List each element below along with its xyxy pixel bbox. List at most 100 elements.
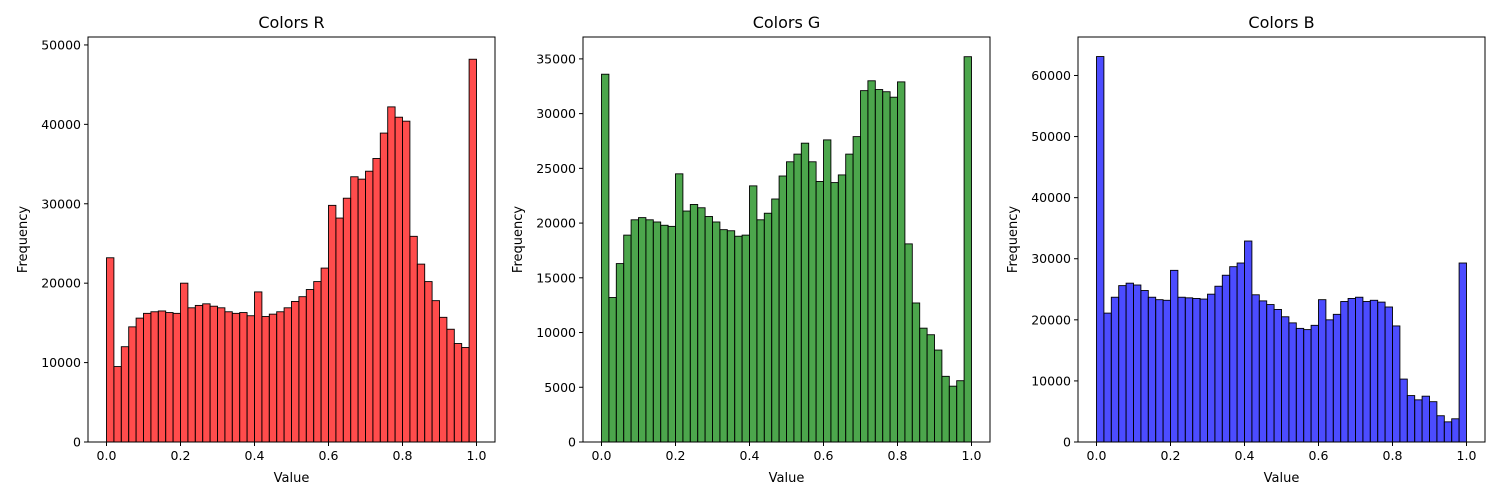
y-tick-label: 0 [1063,435,1071,450]
x-tick-label: 0.2 [666,448,686,463]
histogram-bar [719,229,728,443]
histogram-bar [387,106,396,443]
histogram-bar [1295,327,1305,443]
y-tick-label: 30000 [1031,251,1071,266]
histogram-bar [1406,395,1416,443]
histogram-bar [1310,324,1319,443]
histogram-bar [689,204,699,443]
histogram-bar [741,234,750,443]
histogram-bar [615,263,625,443]
x-tick-label: 0.6 [814,448,834,463]
chart-title: Colors B [1248,13,1314,32]
histogram-bar [1436,415,1445,443]
histogram-bar [150,311,159,443]
x-tick-label: 0.6 [1309,448,1329,463]
histogram-bar [365,170,374,443]
y-tick-label: 0 [73,435,81,450]
histogram-bar [254,291,263,443]
histogram-bar [1384,306,1393,443]
y-tick-label: 40000 [41,117,81,132]
histogram-bar [697,207,706,443]
histogram-bar [379,132,389,443]
histogram-bar [202,303,211,443]
histogram-bar [1103,312,1112,443]
histogram-bar [638,217,647,443]
histogram-bar [645,219,654,443]
histogram-bar [1303,329,1312,443]
x-tick-label: 0.0 [97,448,117,463]
histogram-bar [786,161,795,443]
histogram-bar [823,139,832,443]
histogram-bar [402,120,411,443]
histogram-bar [328,204,337,443]
histogram-bar [180,282,189,443]
histogram-bar [283,307,292,443]
histogram-bar [416,263,426,443]
x-tick-label: 0.2 [1161,448,1181,463]
histogram-bar [712,221,721,443]
histogram-bar [394,116,403,443]
histogram-bar [1273,308,1282,443]
histogram-bar [926,334,935,443]
histogram-bar [120,346,130,443]
histogram-bar [660,224,669,443]
histogram-bar [1458,262,1467,443]
axes-frame [582,36,991,443]
x-tick-label: 1.0 [1457,448,1477,463]
histogram-bar [1325,319,1334,443]
y-tick-label: 30000 [41,196,81,211]
histogram-bar [601,73,610,443]
histogram-bar [630,219,639,443]
histogram-bar [1133,284,1142,443]
histogram-bar [704,216,713,443]
histogram-bar [291,300,300,443]
histogram-bar [187,307,196,443]
histogram-bar [431,300,440,443]
histogram-bar [313,281,322,443]
y-tick-label: 20000 [536,216,576,231]
histogram-bar [897,81,906,443]
histogram-bar [771,198,780,443]
histogram-bar [298,296,307,443]
histogram-bar [1251,294,1260,443]
histogram-bar [350,176,359,443]
histogram-bar [675,173,684,443]
histogram-bar [461,347,470,443]
histogram-bar [1229,266,1238,443]
histogram-bar [793,153,802,443]
histogram-bar [128,326,137,443]
y-tick-label: 10000 [41,355,81,370]
x-tick-label: 0.4 [740,448,760,463]
y-tick-label: 35000 [536,51,576,66]
histogram-bar [919,327,928,443]
histogram-bar [763,212,773,443]
y-axis-label: Frequency [1006,206,1021,273]
histogram-bar [239,312,248,443]
histogram-bar [904,243,913,443]
histogram-bar [1162,299,1171,443]
histogram-bar [1147,296,1157,443]
histogram-bar [335,217,344,443]
histogram-bar [320,267,329,443]
x-axis-label: Value [769,471,805,486]
axes-frame [87,36,496,443]
histogram-bar [1096,56,1105,443]
histogram-bar [1340,301,1349,443]
histogram-bar [837,174,847,443]
histogram-bar [1184,297,1194,443]
histogram-bar [882,91,891,443]
histogram-bar [446,328,455,443]
y-tick-label: 50000 [41,37,81,52]
x-tick-label: 1.0 [467,448,487,463]
histogram-bar [1110,296,1120,443]
histogram-bar [106,257,115,443]
chart-title: Colors G [753,13,821,32]
histogram-bar [1221,274,1231,443]
histogram-bar [860,90,869,443]
histogram-bar [409,235,418,443]
histogram-bar [874,89,884,443]
histogram-bar [778,175,787,443]
histogram-bar [217,307,226,443]
histogram-bar [1362,301,1371,443]
histogram-bar [852,136,861,443]
